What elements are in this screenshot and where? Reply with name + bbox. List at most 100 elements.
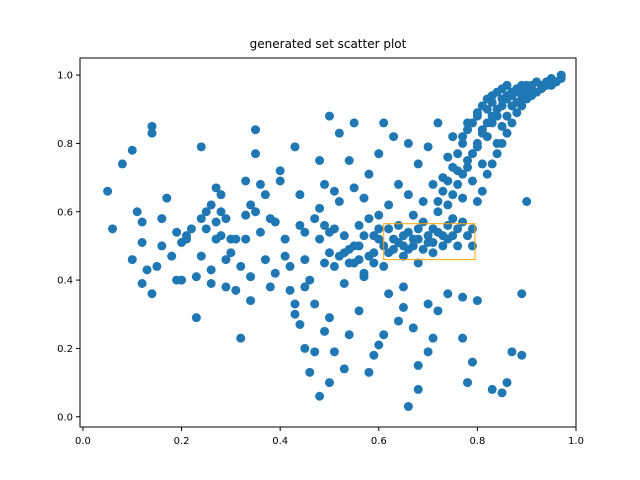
scatter-point	[256, 228, 265, 237]
scatter-point	[414, 159, 423, 168]
scatter-point	[172, 276, 181, 285]
scatter-point	[305, 368, 314, 377]
scatter-point	[350, 183, 359, 192]
scatter-point	[231, 235, 240, 244]
scatter-point	[246, 200, 255, 209]
scatter-point	[241, 235, 250, 244]
scatter-point	[502, 378, 511, 387]
scatter-point	[281, 252, 290, 261]
scatter-point	[453, 241, 462, 250]
scatter-point	[458, 293, 467, 302]
scatter-point	[138, 238, 147, 247]
scatter-point	[261, 190, 270, 199]
scatter-point	[424, 347, 433, 356]
scatter-point	[202, 207, 211, 216]
scatter-point	[414, 385, 423, 394]
scatter-point	[143, 265, 152, 274]
scatter-point	[463, 231, 472, 240]
scatter-point	[458, 334, 467, 343]
y-tick-label: 0.6	[57, 207, 73, 218]
scatter-point	[502, 129, 511, 138]
scatter-point	[502, 81, 511, 90]
scatter-point	[305, 276, 314, 285]
scatter-point	[429, 248, 438, 257]
scatter-point	[345, 330, 354, 339]
scatter-point	[192, 272, 201, 281]
scatter-point	[295, 320, 304, 329]
scatter-point	[350, 118, 359, 127]
scatter-point	[290, 310, 299, 319]
chart-title: generated set scatter plot	[250, 37, 407, 51]
scatter-point	[207, 265, 216, 274]
y-tick-label: 0.4	[57, 276, 73, 287]
scatter-point	[197, 252, 206, 261]
scatter-point	[300, 344, 309, 353]
scatter-point	[409, 323, 418, 332]
scatter-point	[384, 200, 393, 209]
scatter-point	[350, 241, 359, 250]
scatter-point	[384, 224, 393, 233]
y-tick-label: 0.2	[57, 344, 73, 355]
scatter-point	[172, 228, 181, 237]
scatter-point	[241, 211, 250, 220]
scatter-point	[359, 194, 368, 203]
scatter-point	[355, 255, 364, 264]
scatter-point	[251, 125, 260, 134]
scatter-point	[315, 392, 324, 401]
scatter-point	[266, 214, 275, 223]
scatter-point	[517, 289, 526, 298]
scatter-point	[330, 224, 339, 233]
scatter-point	[404, 245, 413, 254]
scatter-point	[197, 142, 206, 151]
scatter-point	[103, 187, 112, 196]
scatter-point	[276, 177, 285, 186]
scatter-point	[364, 368, 373, 377]
scatter-point	[330, 262, 339, 271]
scatter-point	[498, 139, 507, 148]
scatter-point	[355, 221, 364, 230]
scatter-point	[364, 214, 373, 223]
scatter-point	[438, 187, 447, 196]
scatter-point	[394, 221, 403, 230]
scatter-point	[424, 300, 433, 309]
scatter-point	[463, 378, 472, 387]
scatter-point	[147, 289, 156, 298]
scatter-point	[394, 180, 403, 189]
scatter-point	[251, 149, 260, 158]
x-tick-label: 0.0	[75, 436, 91, 447]
scatter-point	[473, 197, 482, 206]
scatter-point	[404, 190, 413, 199]
scatter-point	[320, 259, 329, 268]
scatter-point	[221, 282, 230, 291]
scatter-point	[192, 313, 201, 322]
scatter-point	[473, 139, 482, 148]
scatter-point	[281, 235, 290, 244]
scatter-point	[320, 221, 329, 230]
scatter-point	[404, 139, 413, 148]
scatter-point	[221, 255, 230, 264]
scatter-point	[443, 177, 452, 186]
scatter-point	[300, 228, 309, 237]
scatter-point	[315, 156, 324, 165]
scatter-point	[335, 197, 344, 206]
scatter-point	[468, 358, 477, 367]
scatter-point	[458, 218, 467, 227]
scatter-point	[300, 255, 309, 264]
scatter-point	[369, 351, 378, 360]
scatter-point	[468, 177, 477, 186]
scatter-point	[310, 214, 319, 223]
scatter-point	[448, 132, 457, 141]
scatter-point	[409, 211, 418, 220]
scatter-point	[221, 214, 230, 223]
scatter-point	[443, 221, 452, 230]
scatter-point	[399, 303, 408, 312]
scatter-point	[419, 197, 428, 206]
x-tick-label: 0.6	[371, 436, 387, 447]
scatter-point	[517, 351, 526, 360]
scatter-point	[433, 207, 442, 216]
scatter-point	[152, 262, 161, 271]
scatter-point	[310, 347, 319, 356]
scatter-point	[320, 180, 329, 189]
scatter-point	[443, 153, 452, 162]
scatter-point	[478, 187, 487, 196]
